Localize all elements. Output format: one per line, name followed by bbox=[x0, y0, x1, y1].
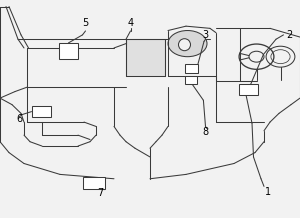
Bar bbox=[185, 76, 197, 84]
Text: 4: 4 bbox=[128, 18, 134, 28]
Bar bbox=[185, 64, 198, 73]
Bar bbox=[126, 39, 165, 76]
Text: 2: 2 bbox=[286, 30, 292, 40]
Bar bbox=[238, 84, 258, 95]
Text: 6: 6 bbox=[16, 114, 22, 124]
Text: 5: 5 bbox=[82, 18, 88, 28]
Bar bbox=[32, 106, 51, 117]
Text: 1: 1 bbox=[266, 187, 272, 197]
Bar bbox=[82, 177, 105, 189]
Text: 8: 8 bbox=[202, 127, 208, 137]
Ellipse shape bbox=[178, 39, 190, 51]
Text: 7: 7 bbox=[98, 188, 103, 198]
Bar bbox=[58, 43, 78, 59]
Text: 3: 3 bbox=[202, 30, 208, 40]
Ellipse shape bbox=[168, 31, 207, 57]
